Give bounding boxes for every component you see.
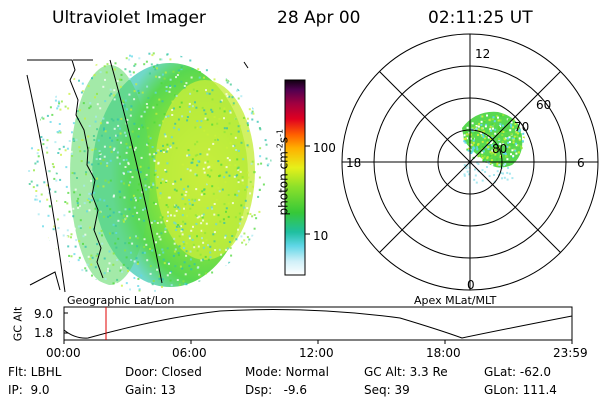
geo-panel-caption: Geographic Lat/Lon xyxy=(67,294,175,307)
info-gc-alt: GC Alt: 3.3 Re xyxy=(364,365,448,379)
info-gain: Gain: 13 xyxy=(125,383,176,397)
altitude-xtick-1800: 18:00 xyxy=(426,346,461,360)
lat-label-70: 70 xyxy=(514,120,530,134)
colorbar-tick-10: 10 xyxy=(313,229,329,243)
mlt-label-18: 18 xyxy=(346,156,362,170)
colorbar-tick-100: 100 xyxy=(313,141,336,155)
instrument-title: Ultraviolet Imager xyxy=(52,8,206,28)
info-door: Door: Closed xyxy=(125,365,202,379)
mlt-label-12: 12 xyxy=(475,47,491,61)
info-dsp: Dsp: -9.6 xyxy=(245,383,308,397)
colorbar-unit-label: photon cm-2s-1 xyxy=(275,128,291,216)
polar-plot xyxy=(341,33,599,291)
info-glat: GLat: -62.0 xyxy=(484,365,551,379)
altitude-plot xyxy=(63,306,573,344)
mlt-label-0: 0 xyxy=(467,278,475,292)
altitude-ylabel: GC Alt xyxy=(11,306,25,342)
altitude-xtick-0600: 06:00 xyxy=(172,346,207,360)
altitude-xtick-2359: 23:59 xyxy=(553,346,588,360)
info-glon: GLon: 111.4 xyxy=(484,383,557,397)
altitude-xtick-0000: 00:00 xyxy=(46,346,81,360)
altitude-ytick-low: 1.8 xyxy=(34,326,54,340)
date-label: 28 Apr 00 xyxy=(277,8,361,28)
altitude-ytick-high: 9.0 xyxy=(34,307,54,321)
mlt-label-6: 6 xyxy=(577,156,585,170)
altitude-xtick-1200: 12:00 xyxy=(299,346,334,360)
polar-panel-caption: Apex MLat/MLT xyxy=(414,294,497,307)
info-mode: Mode: Normal xyxy=(245,365,329,379)
lat-label-80: 80 xyxy=(492,142,508,156)
info-ip: IP: 9.0 xyxy=(8,383,50,397)
info-seq: Seq: 39 xyxy=(364,383,410,397)
lat-label-60: 60 xyxy=(536,98,552,112)
time-label: 02:11:25 UT xyxy=(428,8,533,28)
info-flt: Flt: LBHL xyxy=(8,365,62,379)
colorbar xyxy=(284,79,310,276)
geographic-image xyxy=(26,52,272,293)
